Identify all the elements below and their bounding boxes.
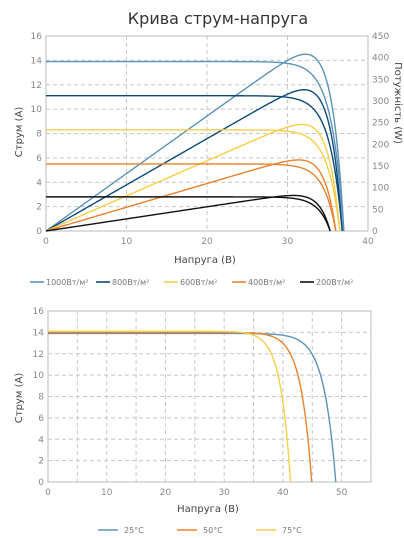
chart1-pv-line-2 <box>45 89 343 232</box>
chart1-y2label: Потужність (W) <box>392 62 404 144</box>
chart1-legend-label-2: 800Вт/м² <box>112 278 149 287</box>
chart2-xtick: 20 <box>160 488 172 498</box>
chart1-xtick: 40 <box>362 237 374 247</box>
chart1-y2tick: 450 <box>372 32 389 42</box>
chart2-ytick: 2 <box>38 457 44 467</box>
chart1-y2tick: 100 <box>372 184 389 194</box>
chart2-ytick: 6 <box>38 414 44 424</box>
chart1-xtick: 0 <box>43 237 49 247</box>
chart1-pv-line-5 <box>45 194 331 232</box>
chart1-pv-line-4 <box>45 159 337 232</box>
chart1-legend-label-4: 400Вт/м² <box>248 278 285 287</box>
chart1-legend-label-5: 200Вт/м² <box>316 278 353 287</box>
chart2-iv-line-2 <box>48 331 313 483</box>
chart2-xtick: 40 <box>277 488 289 498</box>
chart1-iv-line-4 <box>46 163 337 232</box>
chart2-ytick: 4 <box>38 435 44 445</box>
chart1-y2tick: 350 <box>372 75 389 85</box>
chart1-pv-line-1 <box>45 53 345 232</box>
chart2-xtick: 50 <box>336 488 348 498</box>
chart1-iv-line-3 <box>46 129 341 232</box>
chart-marks: 0 10 20 30 400246810121416050100150200250300… <box>30 32 389 535</box>
chart1-ytick: 14 <box>31 56 43 66</box>
chart2-iv-line-3 <box>48 330 292 483</box>
chart1-y2tick: 400 <box>372 54 389 64</box>
chart2-ytick: 12 <box>33 350 44 360</box>
chart2-ytick: 10 <box>33 371 45 381</box>
chart1-y2tick: 50 <box>372 205 384 215</box>
chart1-xtick: 20 <box>201 237 213 247</box>
chart1-iv-line-2 <box>46 95 343 232</box>
chart1-ytick: 4 <box>36 178 42 188</box>
chart2-legend-label-3: 75°C <box>282 526 302 535</box>
chart2-legend-label-1: 25°C <box>124 526 144 535</box>
chart1-legend-label-1: 1000Вт/м² <box>46 278 88 287</box>
chart2-ytick: 16 <box>33 307 45 317</box>
chart2-xtick: 30 <box>218 488 230 498</box>
chart1-ytick: 6 <box>36 154 42 164</box>
chart1-frame <box>45 35 369 232</box>
chart2-ytick: 0 <box>38 478 44 488</box>
chart1-ytick: 16 <box>31 32 43 42</box>
chart1-y2tick: 250 <box>372 119 389 129</box>
chart1-ytick: 0 <box>36 227 42 237</box>
chart1-y2tick: 0 <box>372 227 378 237</box>
chart1-y2tick: 200 <box>372 140 389 150</box>
chart1-pv-line-3 <box>45 123 341 232</box>
chart2-ytick: 14 <box>33 328 45 338</box>
chart2-ytick: 8 <box>38 393 44 403</box>
chart1-iv-line-5 <box>46 196 331 232</box>
chart1-xtick: 10 <box>121 237 133 247</box>
chart2-xlabel: Напруга (В) <box>177 504 239 515</box>
chart2-ylabel: Струм (А) <box>14 373 25 424</box>
chart1-ytick: 8 <box>36 130 42 140</box>
chart1-ytick: 12 <box>31 81 42 91</box>
chart1-y2tick: 300 <box>372 97 389 107</box>
chart1-iv-line-1 <box>46 60 345 232</box>
chart2-iv-line-1 <box>48 332 337 483</box>
chart2-grid <box>48 311 371 482</box>
chart2-frame <box>47 310 372 483</box>
chart2-xtick: 10 <box>101 488 113 498</box>
chart1-xlabel: Напруга (В) <box>174 255 236 266</box>
chart1-title: Крива струм-напруга <box>128 9 308 28</box>
chart1-y2tick: 150 <box>372 162 389 172</box>
chart1-legend-label-3: 600Вт/м² <box>180 278 217 287</box>
chart1-xtick: 30 <box>282 237 294 247</box>
chart1-ytick: 10 <box>31 105 43 115</box>
chart1-ylabel: Струм (А) <box>14 107 25 158</box>
chart2-xtick: 0 <box>45 488 51 498</box>
chart1-ytick: 2 <box>36 203 42 213</box>
chart2-legend-label-2: 50°C <box>203 526 223 535</box>
